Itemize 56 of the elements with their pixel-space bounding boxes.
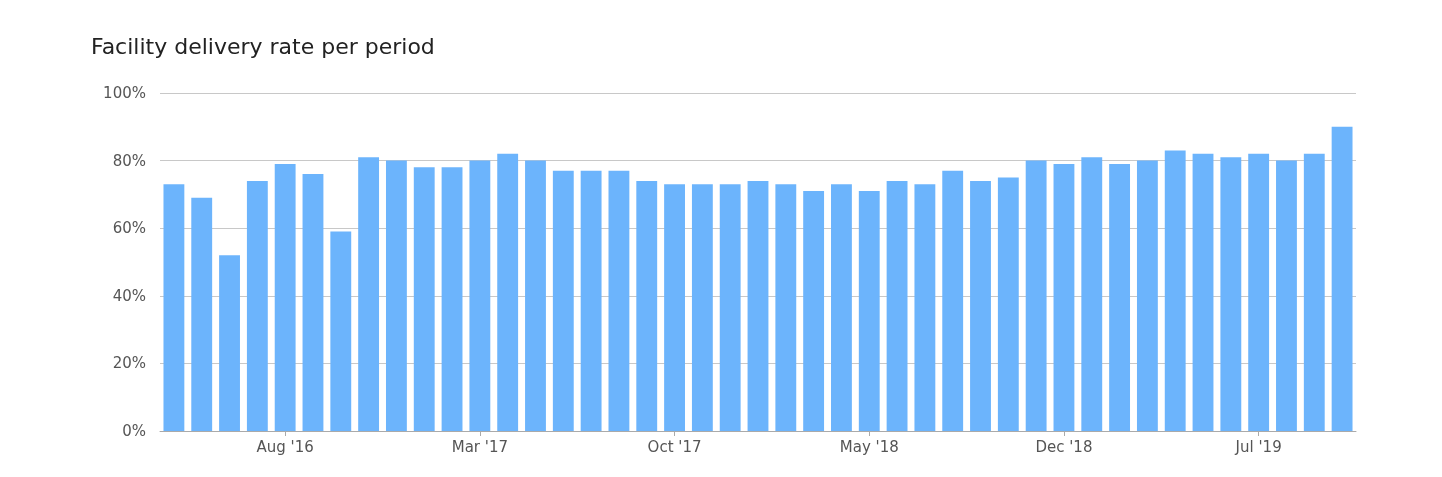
x-tick-label: Dec '18 [1035, 437, 1093, 456]
bar [1164, 150, 1186, 431]
bar [1081, 157, 1103, 431]
bar [636, 180, 658, 431]
bar [441, 167, 463, 431]
bar [747, 180, 769, 431]
bar [246, 180, 268, 431]
bar [580, 170, 602, 431]
bar [219, 255, 240, 431]
bar [497, 153, 519, 431]
bar [1248, 153, 1270, 431]
bar [1192, 153, 1214, 431]
bar [1025, 160, 1047, 431]
bar [358, 157, 380, 431]
x-tick-label: Mar '17 [451, 437, 508, 456]
bar [914, 184, 936, 431]
bar [803, 191, 825, 431]
bar [525, 160, 546, 431]
bar [608, 170, 630, 431]
bar [719, 184, 741, 431]
x-tick-label: Jul '19 [1234, 437, 1282, 456]
x-tick-label: Aug '16 [256, 437, 314, 456]
bar [1053, 163, 1075, 431]
bar [1136, 160, 1158, 431]
bar [831, 184, 852, 431]
bar [1331, 126, 1353, 431]
bar [691, 184, 713, 431]
y-tick-label: 100% [103, 84, 146, 102]
bar [664, 184, 685, 431]
x-tick-label: May '18 [839, 437, 899, 456]
bar [413, 167, 435, 431]
y-tick-label: 0% [122, 422, 146, 440]
bar [997, 177, 1019, 431]
bar [1303, 153, 1325, 431]
y-tick-label: 20% [112, 354, 146, 373]
bar [552, 170, 574, 431]
y-tick-label: 40% [112, 286, 146, 305]
y-tick-label: 60% [112, 219, 146, 238]
bar [1220, 157, 1242, 431]
bar [970, 180, 991, 431]
bar [191, 197, 213, 431]
chart-title: Facility delivery rate per period [91, 33, 435, 59]
bar [1109, 163, 1131, 431]
bar [858, 191, 880, 431]
bar [775, 184, 797, 431]
bar [1276, 160, 1297, 431]
bar [302, 174, 324, 431]
bar [274, 163, 296, 431]
bar [942, 170, 964, 431]
y-tick-label: 80% [112, 151, 146, 170]
bar [385, 160, 407, 431]
bar [469, 160, 491, 431]
bar [330, 231, 352, 431]
x-tick-label: Oct '17 [647, 437, 702, 456]
bar [163, 184, 185, 431]
bar [886, 180, 908, 431]
